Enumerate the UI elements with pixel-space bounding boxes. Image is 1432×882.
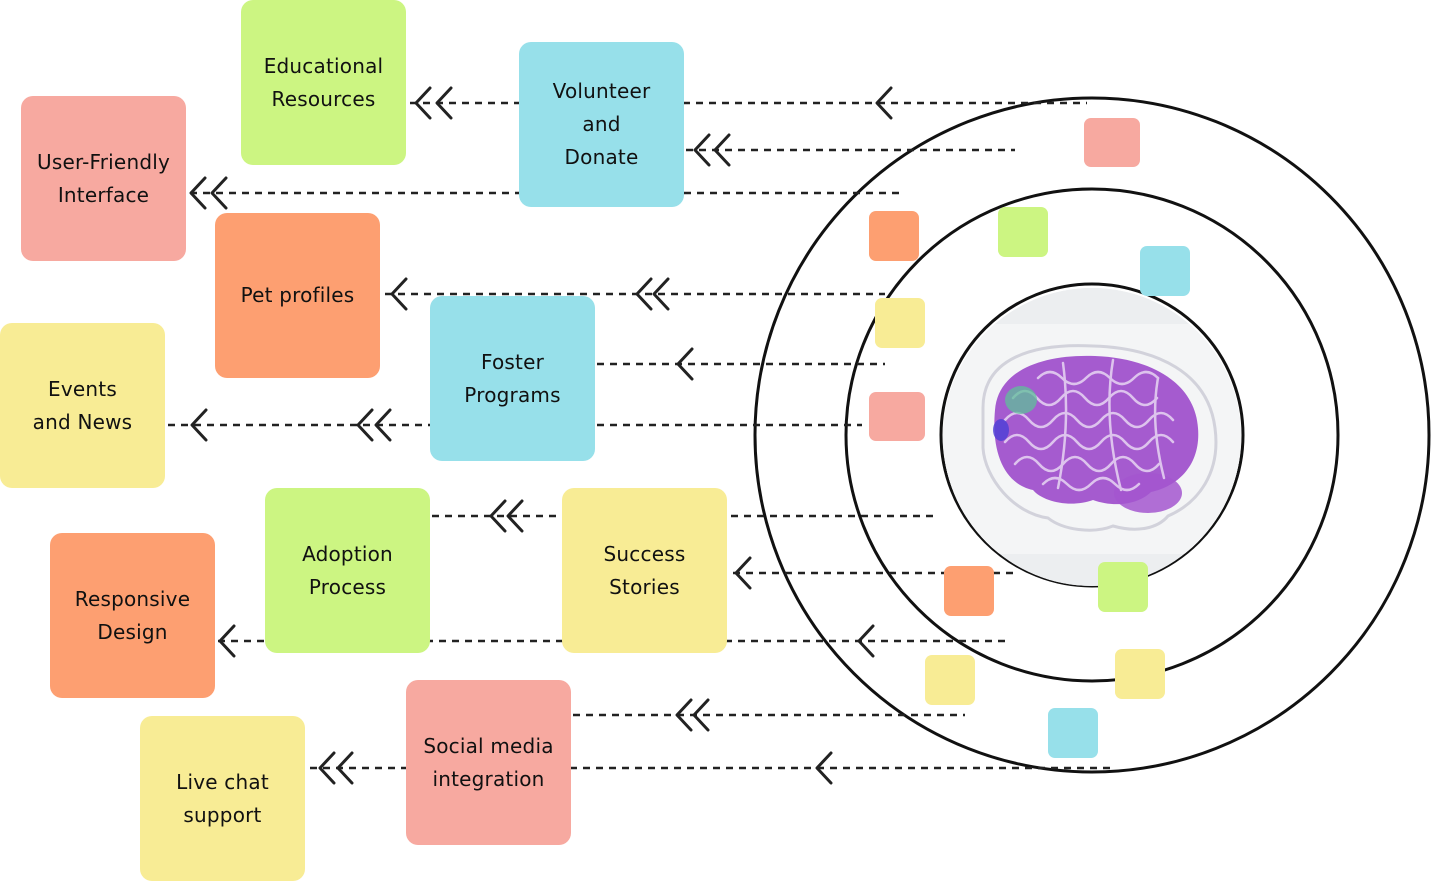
note-label: Responsive Design (74, 586, 191, 644)
decorative-square (869, 392, 925, 441)
note-adoption-process[interactable]: Adoption Process (265, 488, 430, 653)
double-chevron-left-icon (336, 751, 354, 785)
chevron-left-icon (857, 624, 875, 658)
note-success-stories[interactable]: Success Stories (562, 488, 727, 653)
inner-ring (939, 282, 1245, 588)
note-events-news[interactable]: Events and News (0, 323, 165, 488)
note-label: Events and News (32, 376, 133, 434)
chevron-left-icon (734, 556, 752, 590)
double-chevron-left-icon (374, 408, 392, 442)
double-chevron-left-icon (675, 698, 693, 732)
decorative-square (1098, 562, 1148, 612)
double-chevron-left-icon (189, 176, 207, 210)
double-chevron-left-icon (692, 698, 710, 732)
decorative-square (998, 207, 1048, 257)
note-social-media-integration[interactable]: Social media integration (406, 680, 571, 845)
note-responsive-design[interactable]: Responsive Design (50, 533, 215, 698)
brain-image (943, 288, 1241, 586)
decorative-square (1084, 118, 1140, 167)
note-user-friendly-interface[interactable]: User-Friendly Interface (21, 96, 186, 261)
double-chevron-left-icon (356, 408, 374, 442)
decorative-square (1048, 708, 1098, 758)
decorative-square (925, 655, 975, 705)
double-chevron-left-icon (489, 499, 507, 533)
chevron-left-icon (815, 751, 833, 785)
note-pet-profiles[interactable]: Pet profiles (215, 213, 380, 378)
chevron-left-icon (190, 408, 208, 442)
note-label: Adoption Process (302, 541, 393, 599)
decorative-square (875, 298, 925, 348)
decorative-square (1115, 649, 1165, 699)
double-chevron-left-icon (318, 751, 336, 785)
outer-ring (753, 96, 1431, 774)
middle-ring (844, 187, 1340, 683)
double-chevron-left-icon (652, 277, 670, 311)
double-chevron-left-icon (693, 133, 711, 167)
chevron-left-icon (875, 86, 893, 120)
note-label: User-Friendly Interface (36, 149, 171, 207)
note-label: Educational Resources (263, 53, 384, 111)
double-chevron-left-icon (435, 86, 453, 120)
arrow-heads (189, 86, 893, 785)
note-label: Foster Programs (464, 349, 561, 407)
note-label: Live chat support (176, 769, 269, 827)
double-chevron-left-icon (210, 176, 228, 210)
decorative-square (944, 566, 994, 616)
double-chevron-left-icon (414, 86, 432, 120)
note-educational-resources[interactable]: Educational Resources (241, 0, 406, 165)
chevron-left-icon (390, 277, 408, 311)
brain-icon (943, 288, 1241, 586)
note-label: Social media integration (423, 733, 554, 791)
note-label: Pet profiles (240, 283, 355, 307)
double-chevron-left-icon (635, 277, 653, 311)
double-chevron-left-icon (506, 499, 524, 533)
decorative-square (1140, 246, 1190, 296)
note-volunteer-donate[interactable]: Volunteer and Donate (519, 42, 684, 207)
decorative-square (869, 211, 919, 261)
double-chevron-left-icon (713, 133, 731, 167)
chevron-left-icon (676, 347, 694, 381)
note-foster-programs[interactable]: Foster Programs (430, 296, 595, 461)
note-live-chat-support[interactable]: Live chat support (140, 716, 305, 881)
chevron-left-icon (218, 624, 236, 658)
note-label: Volunteer and Donate (552, 79, 651, 169)
note-label: Success Stories (603, 541, 686, 599)
